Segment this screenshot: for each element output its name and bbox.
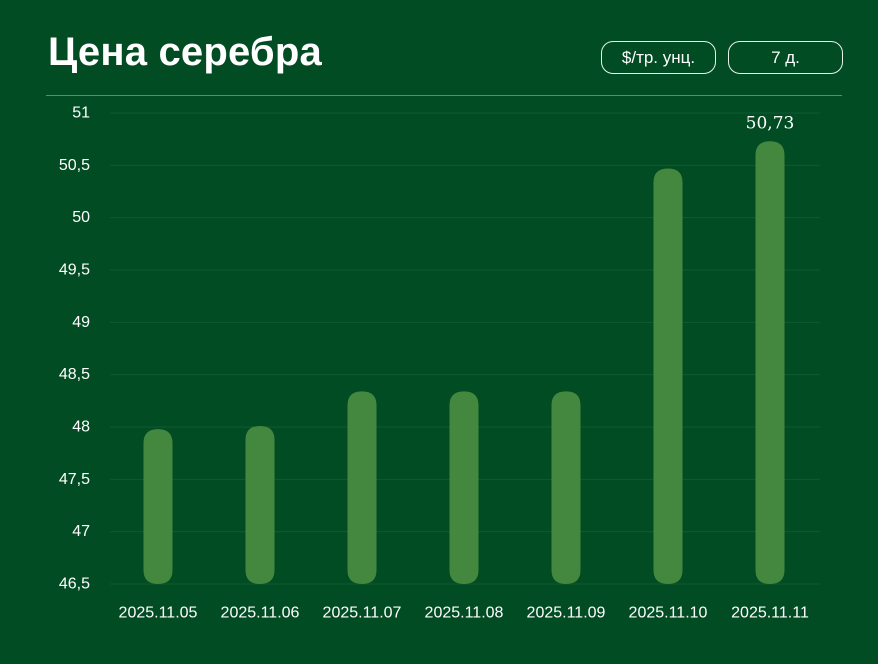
- x-tick-label: 2025.11.07: [323, 605, 402, 622]
- x-tick-label: 2025.11.06: [221, 605, 300, 622]
- y-tick-label: 48,5: [59, 366, 90, 383]
- unit-selector-button[interactable]: $/тр. унц.: [601, 41, 716, 74]
- bar: [143, 429, 173, 584]
- bar: [551, 391, 581, 584]
- y-tick-label: 49,5: [59, 262, 90, 279]
- bar: [245, 425, 275, 584]
- bar: [653, 168, 683, 584]
- data-label: 50,73: [746, 113, 795, 133]
- x-tick-label: 2025.11.05: [119, 605, 198, 622]
- x-tick-label: 2025.11.11: [731, 605, 809, 622]
- bar: [347, 391, 377, 584]
- x-tick-label: 2025.11.08: [425, 605, 504, 622]
- x-tick-label: 2025.11.09: [527, 605, 606, 622]
- period-selector-button[interactable]: 7 д.: [728, 41, 843, 74]
- y-tick-label: 47,5: [59, 471, 90, 488]
- y-tick-label: 49: [72, 314, 90, 331]
- page-title: Цена серебра: [48, 30, 322, 74]
- bar: [449, 391, 479, 584]
- y-tick-label: 46,5: [59, 576, 90, 593]
- x-tick-label: 2025.11.10: [629, 605, 708, 622]
- y-tick-label: 50,5: [59, 157, 90, 174]
- y-tick-label: 50: [72, 209, 90, 226]
- y-tick-label: 51: [72, 105, 90, 122]
- header-divider: [46, 95, 842, 96]
- y-tick-label: 48: [72, 419, 90, 436]
- y-tick-label: 47: [72, 523, 90, 540]
- bar: [755, 141, 785, 584]
